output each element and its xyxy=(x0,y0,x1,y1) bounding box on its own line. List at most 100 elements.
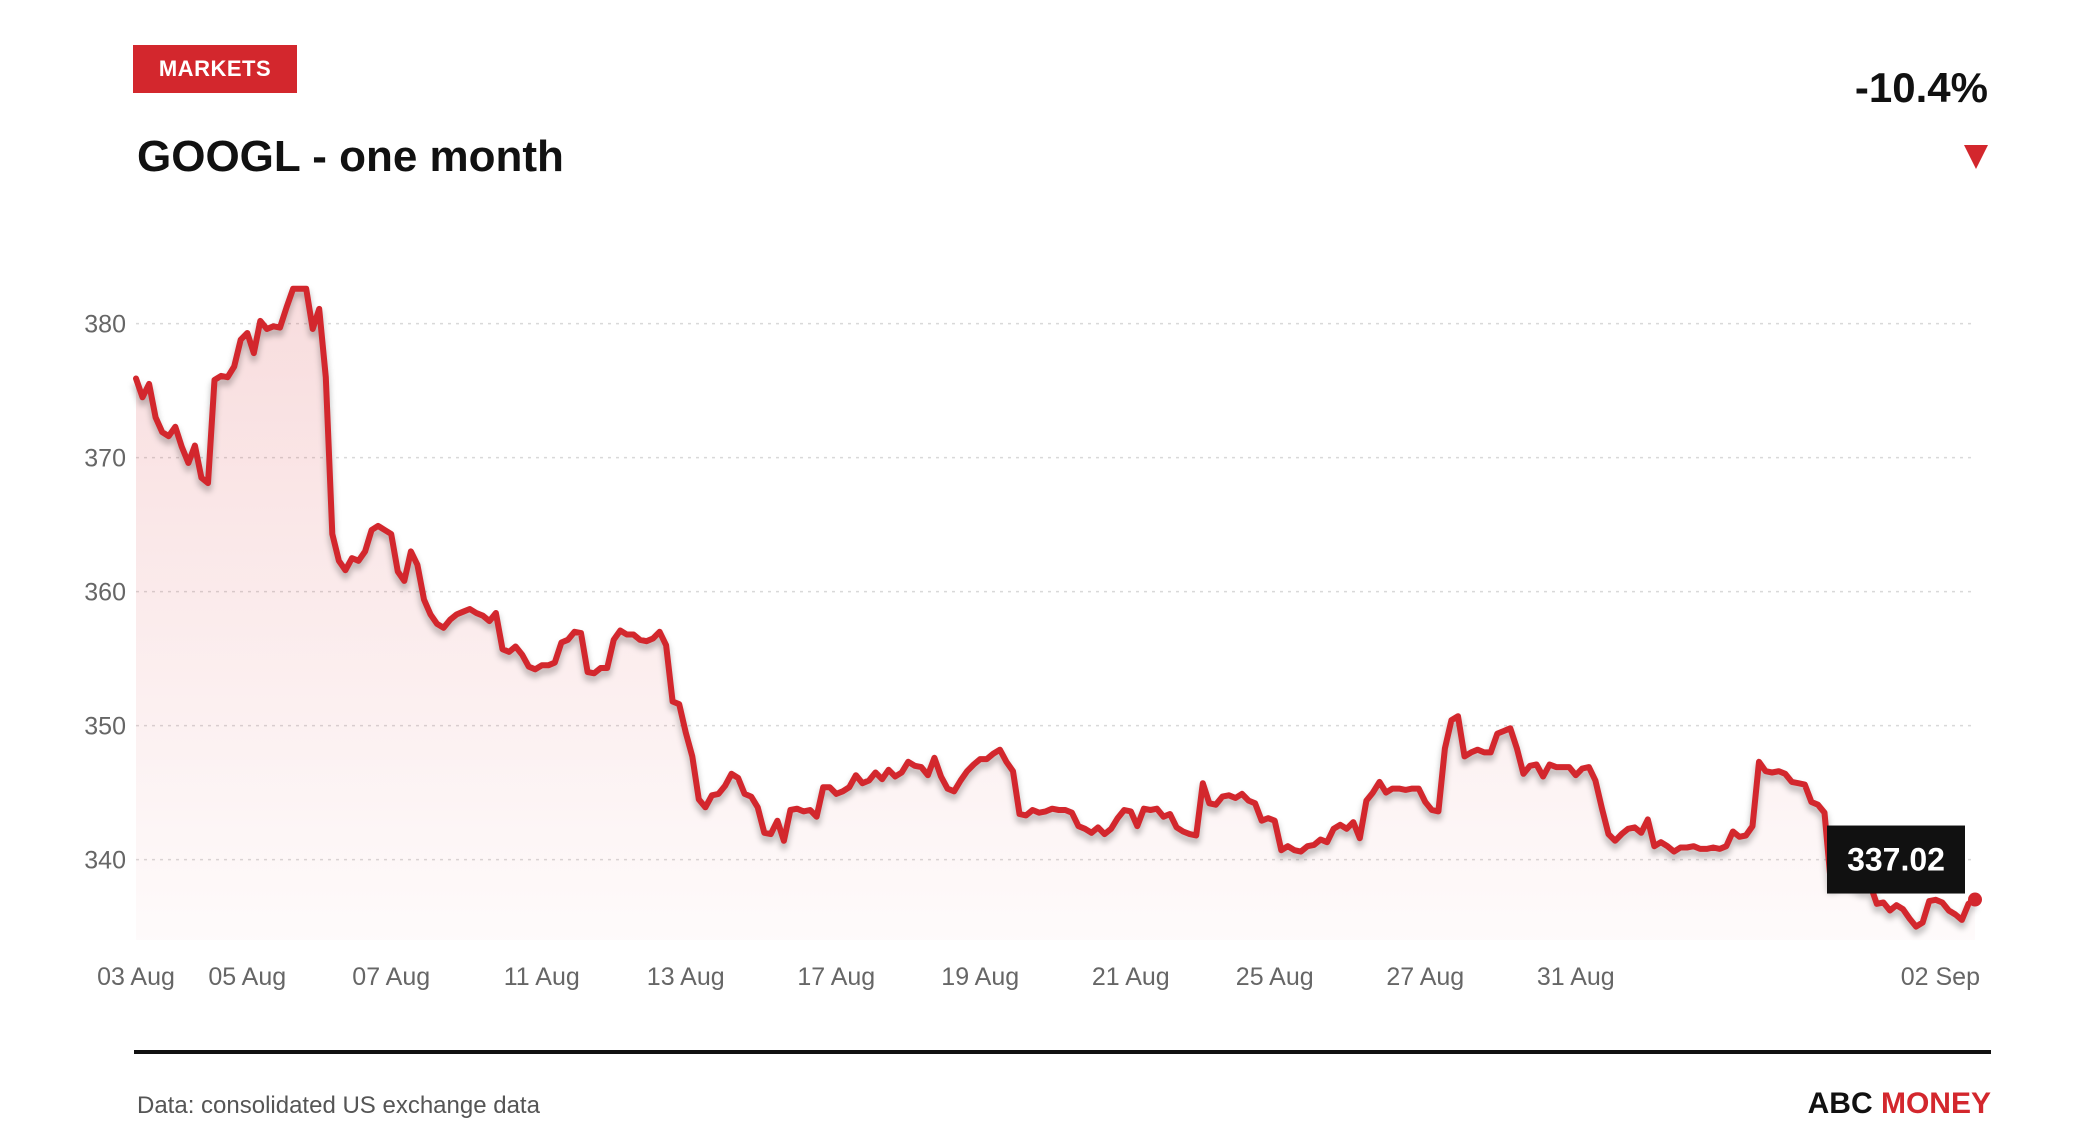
data-point xyxy=(441,625,447,631)
data-point xyxy=(1298,849,1304,855)
x-axis: 03 Aug 05 Aug 07 Aug 11 Aug 13 Aug 17 Aug 19 A… xyxy=(97,963,1980,991)
data-point xyxy=(794,806,800,812)
data-point xyxy=(362,548,368,554)
data-point xyxy=(1318,837,1324,843)
data-point xyxy=(670,699,676,705)
data-point xyxy=(722,783,728,789)
data-point xyxy=(519,652,525,658)
last-price-label: 337.02 xyxy=(1847,842,1945,878)
data-point xyxy=(683,729,689,735)
y-tick-label: 360 xyxy=(84,579,126,607)
x-tick-label: 11 Aug xyxy=(504,963,580,991)
data-point xyxy=(1337,822,1343,828)
data-point xyxy=(1187,831,1193,837)
price-line xyxy=(133,285,1978,930)
data-point xyxy=(513,644,519,650)
data-point xyxy=(428,611,434,617)
data-point xyxy=(787,807,793,813)
data-point xyxy=(1468,749,1474,755)
data-point xyxy=(421,597,427,603)
data-point xyxy=(375,523,381,529)
data-point xyxy=(925,772,931,778)
y-tick-label: 370 xyxy=(84,445,126,473)
data-point xyxy=(172,424,178,430)
data-point xyxy=(1435,808,1441,814)
data-point xyxy=(1776,768,1782,774)
x-tick-label: 21 Aug xyxy=(1092,963,1170,991)
data-point xyxy=(1017,811,1023,817)
data-point xyxy=(1272,818,1278,824)
data-point xyxy=(1121,807,1127,813)
data-point xyxy=(1920,920,1926,926)
data-source: Data: consolidated US exchange data xyxy=(137,1092,540,1119)
data-point xyxy=(1520,771,1526,777)
data-point xyxy=(1448,717,1454,723)
data-point xyxy=(1612,838,1618,844)
data-point xyxy=(1278,847,1284,853)
data-point xyxy=(486,618,492,624)
data-point xyxy=(395,569,401,575)
data-point xyxy=(349,555,355,561)
data-point xyxy=(846,784,852,790)
data-point xyxy=(1331,826,1337,832)
data-point xyxy=(1305,843,1311,849)
data-point xyxy=(1678,845,1684,851)
x-tick-label: 25 Aug xyxy=(1236,963,1314,991)
data-point xyxy=(1252,800,1258,806)
data-point xyxy=(1501,728,1507,734)
data-point xyxy=(1069,810,1075,816)
y-tick-label: 340 xyxy=(84,847,126,875)
data-point xyxy=(1023,812,1029,818)
data-point xyxy=(1233,795,1239,801)
brand-name: ABC xyxy=(1807,1087,1873,1120)
data-point xyxy=(716,791,722,797)
data-point xyxy=(1128,808,1134,814)
data-point xyxy=(212,377,218,383)
data-point xyxy=(1174,824,1180,830)
data-point xyxy=(1239,791,1245,797)
data-point xyxy=(768,831,774,837)
data-point xyxy=(1723,843,1729,849)
data-point xyxy=(1056,807,1062,813)
data-point xyxy=(140,394,146,400)
data-point xyxy=(1586,764,1592,770)
data-point xyxy=(755,804,761,810)
data-point xyxy=(1540,774,1546,780)
down-arrow-icon xyxy=(1964,145,1988,169)
data-point xyxy=(1547,762,1553,768)
x-tick-label: 17 Aug xyxy=(797,963,875,991)
data-point xyxy=(1534,762,1540,768)
data-point xyxy=(153,414,159,420)
data-point xyxy=(1082,826,1088,832)
data-point xyxy=(644,638,650,644)
data-point xyxy=(238,337,244,343)
chart-title: GOOGL - one month xyxy=(137,132,564,181)
data-point xyxy=(1049,806,1055,812)
data-point xyxy=(1193,833,1199,839)
data-point xyxy=(931,755,937,761)
data-point xyxy=(1403,787,1409,793)
data-point xyxy=(159,429,165,435)
data-point xyxy=(1003,759,1009,765)
data-point xyxy=(532,666,538,672)
data-point xyxy=(971,762,977,768)
data-point xyxy=(617,628,623,634)
data-point xyxy=(1795,780,1801,786)
data-point xyxy=(552,660,558,666)
data-point xyxy=(918,764,924,770)
data-point xyxy=(1658,839,1664,845)
data-point xyxy=(329,531,335,537)
data-point xyxy=(1782,771,1788,777)
data-point xyxy=(310,326,316,332)
data-point xyxy=(781,838,787,844)
data-point xyxy=(866,778,872,784)
data-point xyxy=(408,548,414,554)
data-point xyxy=(185,460,191,466)
data-point xyxy=(1409,786,1415,792)
data-point xyxy=(1880,900,1886,906)
brand-accent: MONEY xyxy=(1880,1087,1991,1120)
data-point xyxy=(1566,764,1572,770)
data-point xyxy=(1697,846,1703,852)
data-point xyxy=(1606,831,1612,837)
